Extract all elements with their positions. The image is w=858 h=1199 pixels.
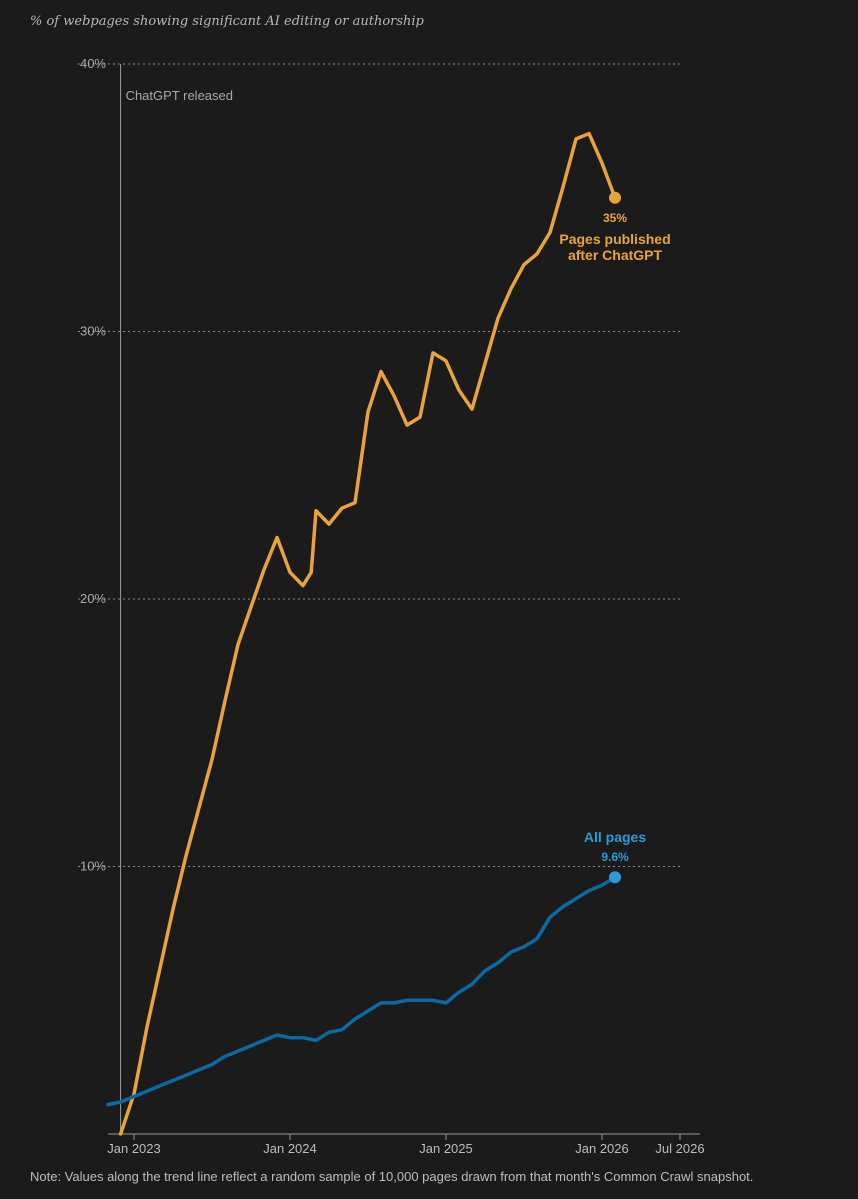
series-label-published-after: after ChatGPT xyxy=(568,247,663,263)
series-label-all-pages: All pages xyxy=(584,829,646,845)
y-tick-label: 40% xyxy=(80,56,106,71)
chart-subtitle: % of webpages showing significant AI edi… xyxy=(30,14,424,29)
y-tick-label: 10% xyxy=(80,859,106,874)
y-tick-label: 30% xyxy=(80,324,106,339)
chart-note: Note: Values along the trend line reflec… xyxy=(30,1169,754,1184)
x-axis: Jan 2023 Jan 2024 Jan 2025 Jan 2026 Jul 2026 xyxy=(107,1133,705,1156)
chatgpt-release-label: ChatGPT released xyxy=(126,88,233,103)
gridlines: 10% 20% 30% 40% xyxy=(78,56,680,874)
end-dot-all-pages xyxy=(609,871,621,884)
line-chart: 10%20%30%40% Jan 2023 Jan 2024 Jan 2025 Jan… xyxy=(78,56,705,1156)
end-dot-published-after xyxy=(609,191,621,204)
x-tick-label: Jul 2026 xyxy=(655,1141,704,1156)
x-tick-label: Jan 2026 xyxy=(575,1141,629,1156)
y-tick-label: 20% xyxy=(80,591,106,606)
x-tick-label: Jan 2025 xyxy=(419,1141,473,1156)
series-line-all-pages xyxy=(106,875,617,1107)
series-lines xyxy=(106,131,621,1136)
value-label-published-after: 35% xyxy=(603,211,627,225)
series-label-published-after: Pages published xyxy=(559,231,670,247)
value-label-all-pages: 9.6% xyxy=(601,850,629,864)
x-tick-label: Jan 2024 xyxy=(263,1141,317,1156)
x-tick-label: Jan 2023 xyxy=(107,1141,161,1156)
series-line-published-after xyxy=(118,131,617,1136)
annotations: ChatGPT released xyxy=(120,64,233,1134)
